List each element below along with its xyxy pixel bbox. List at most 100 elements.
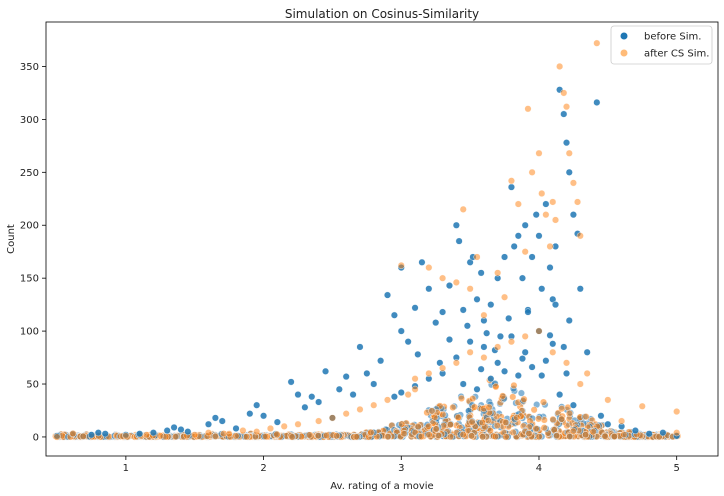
point-after-sim — [397, 261, 405, 269]
point-after-dense — [525, 430, 533, 438]
point-after-sim — [542, 211, 550, 219]
y-tick-label: 300 — [20, 115, 39, 126]
point-after-dense — [539, 398, 547, 406]
point-before-sim — [518, 274, 526, 282]
point-after-dense — [458, 394, 466, 402]
point-before-sim — [232, 424, 240, 432]
point-after-dense — [352, 433, 360, 441]
point-after-dense — [400, 430, 408, 438]
point-after-dense — [471, 403, 479, 411]
point-before-sim — [542, 357, 550, 365]
point-after-sim — [583, 369, 591, 377]
point-before-sim — [260, 412, 268, 420]
point-after-sim — [604, 396, 612, 404]
point-after-sim — [384, 396, 392, 404]
point-after-dense — [535, 433, 543, 441]
point-before-sim — [397, 327, 405, 335]
point-before-sim — [439, 308, 447, 316]
point-before-sim — [463, 322, 471, 330]
point-before-sim — [418, 258, 426, 266]
x-tick-label: 3 — [398, 463, 404, 474]
point-before-sim — [218, 417, 226, 425]
point-after-dense — [565, 409, 573, 417]
point-after-sim — [494, 269, 502, 277]
point-after-sim — [266, 424, 274, 432]
point-after-sim — [563, 103, 571, 111]
point-after-dense — [446, 421, 454, 429]
point-before-sim — [177, 426, 185, 434]
point-before-sim — [532, 211, 540, 219]
point-after-sim — [593, 39, 601, 47]
point-after-dense — [425, 431, 433, 439]
point-before-sim — [390, 393, 398, 401]
point-after-sim — [560, 89, 568, 97]
point-after-sim — [501, 293, 509, 301]
point-before-sim — [136, 430, 144, 438]
point-after-dense — [493, 422, 501, 430]
point-after-dense — [468, 418, 476, 426]
point-after-dense — [484, 417, 492, 425]
point-before-sim — [552, 301, 560, 309]
point-before-sim — [563, 139, 571, 147]
point-after-sim — [328, 414, 336, 422]
point-before-sim — [546, 331, 554, 339]
point-before-sim — [546, 264, 554, 272]
legend-label-before: before Sim. — [644, 32, 701, 43]
point-after-dense — [520, 395, 528, 403]
y-axis-label: Count — [6, 224, 17, 254]
point-after-dense — [558, 415, 566, 423]
point-before-sim — [487, 375, 495, 383]
point-after-sim — [459, 205, 467, 213]
point-after-dense — [414, 423, 422, 431]
point-before-sim — [287, 378, 295, 386]
point-before-sim — [514, 232, 522, 240]
point-after-sim — [535, 149, 543, 157]
point-before-sim — [466, 338, 474, 346]
point-before-sim — [452, 221, 460, 229]
point-before-sim — [384, 291, 392, 299]
point-after-sim — [122, 432, 130, 440]
point-before-sim — [528, 253, 536, 261]
legend-box — [610, 25, 713, 65]
point-before-sim — [569, 211, 577, 219]
point-before-sim — [163, 427, 171, 435]
point-after-dense — [485, 403, 493, 411]
point-after-dense — [582, 413, 590, 421]
point-after-sim — [494, 343, 502, 351]
point-after-dense — [469, 395, 477, 403]
point-after-dense — [314, 432, 322, 440]
point-after-sim — [280, 422, 288, 430]
point-after-sim — [404, 391, 412, 399]
point-after-sim — [574, 198, 582, 206]
point-before-sim — [253, 401, 261, 409]
point-before-sim — [445, 336, 453, 344]
point-before-sim — [510, 242, 518, 250]
y-tick-label: 250 — [20, 168, 39, 179]
point-before-sim — [518, 355, 526, 363]
point-before-sim — [473, 295, 481, 303]
point-after-dense — [492, 383, 500, 391]
point-after-dense — [502, 418, 510, 426]
point-after-sim — [528, 168, 536, 176]
y-tick-label: 100 — [20, 327, 39, 338]
point-before-sim — [411, 304, 419, 312]
point-before-sim — [459, 380, 467, 388]
point-after-dense — [432, 425, 440, 433]
point-before-sim — [425, 285, 433, 293]
point-after-dense — [540, 424, 548, 432]
data-points — [51, 39, 682, 441]
point-before-sim — [659, 429, 667, 437]
point-after-dense — [428, 407, 436, 415]
point-before-sim — [604, 420, 612, 428]
point-after-sim — [473, 253, 481, 261]
y-axis-ticks: 0 50 100 150 200 250 300 350 — [20, 62, 46, 443]
point-before-sim — [514, 372, 522, 380]
chart-title: Simulation on Cosinus-Similarity — [285, 7, 479, 21]
point-before-sim — [494, 359, 502, 367]
point-after-sim — [439, 364, 447, 372]
point-before-sim — [528, 363, 536, 371]
point-before-sim — [94, 429, 102, 437]
x-axis-ticks: 1 2 3 4 5 — [123, 456, 680, 474]
